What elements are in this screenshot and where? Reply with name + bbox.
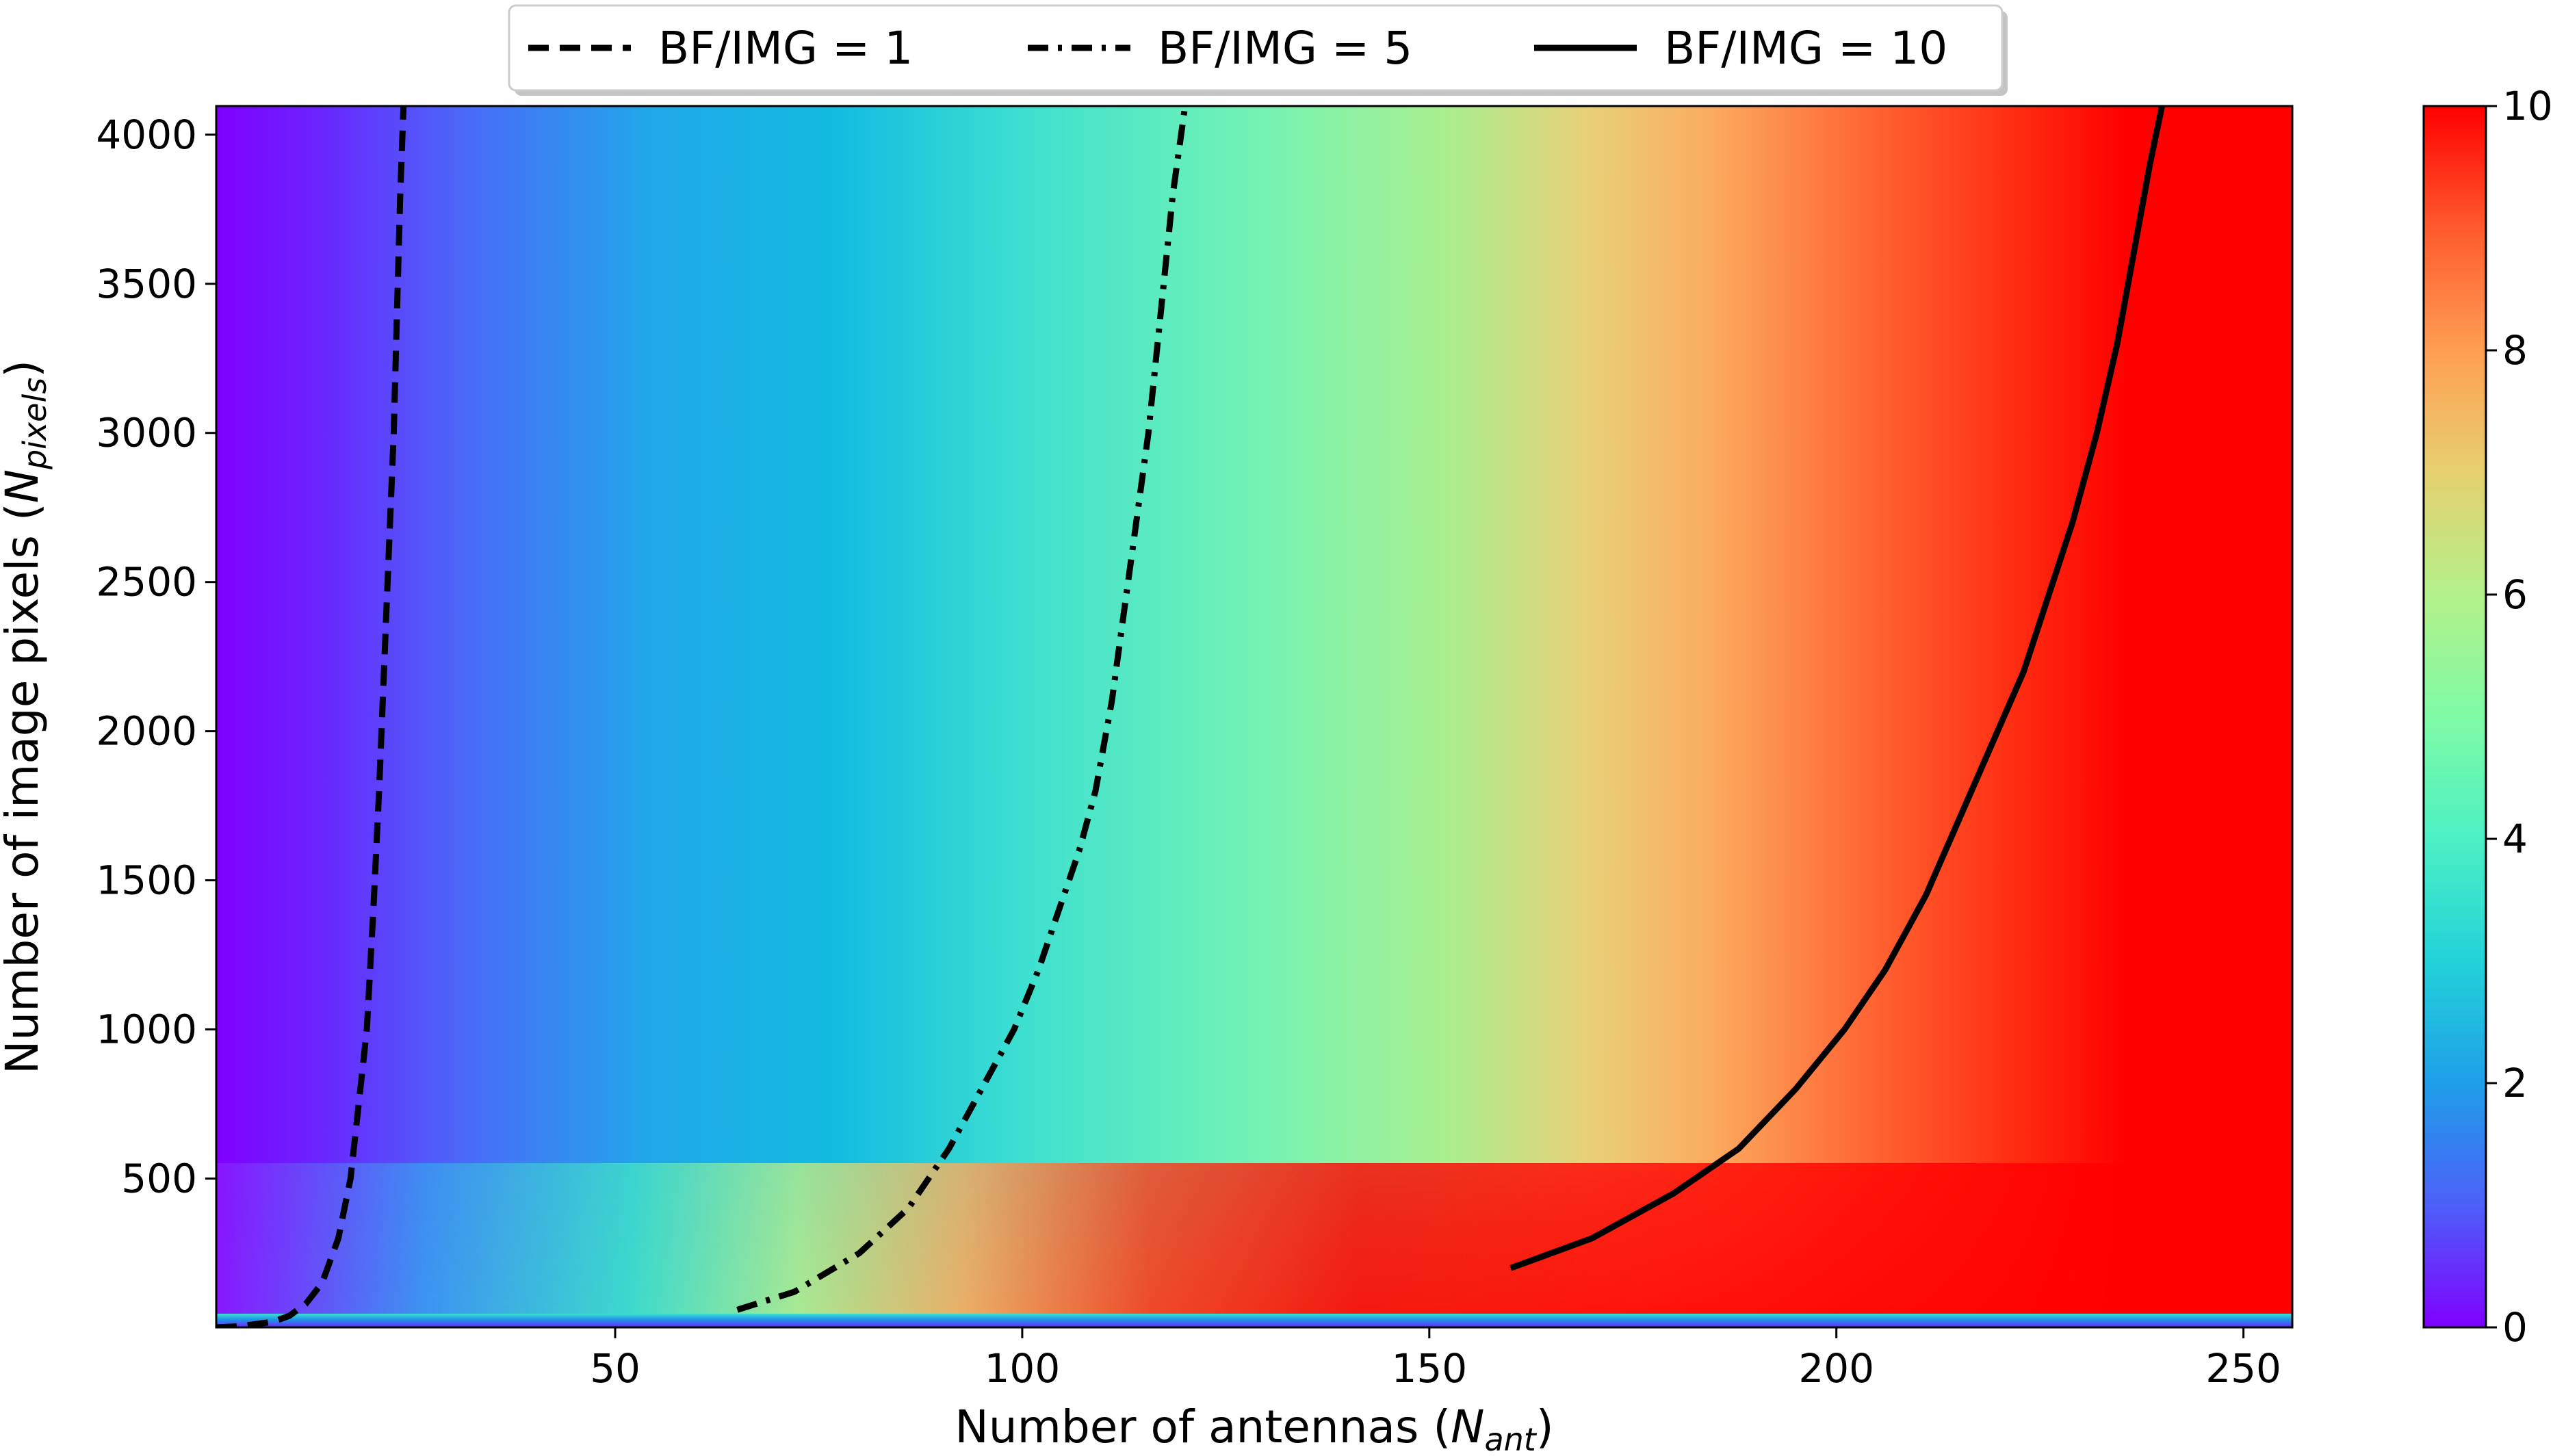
- y-axis-label-symbol: N: [0, 469, 49, 503]
- y-tick-label: 3000: [96, 410, 197, 456]
- colorbar: 0 2 4 6 8 10: [2422, 83, 2553, 1351]
- x-tick-label: 100: [985, 1345, 1061, 1392]
- x-axis-label-subscript: ant: [1484, 1421, 1537, 1456]
- x-tick-label: 50: [590, 1345, 640, 1392]
- y-tick-label: 3500: [96, 261, 197, 307]
- series-line-3: [1509, 106, 2166, 1271]
- x-axis-label-symbol: N: [1451, 1401, 1484, 1453]
- colorbar-tick-label: 8: [2502, 327, 2528, 374]
- x-axis-label-text: Number of antennas (: [955, 1401, 1451, 1453]
- x-axis: 50 100 150 200 250: [590, 1327, 2281, 1392]
- plot-frame: [215, 105, 2294, 1329]
- colorbar-tick-label: 0: [2502, 1304, 2528, 1351]
- series-line-2: [736, 106, 1189, 1313]
- y-axis-label-subscript: pixels: [16, 378, 53, 470]
- y-axis-label-text: Number of image pixels (: [0, 503, 49, 1074]
- y-tick-label: 500: [121, 1155, 197, 1201]
- colorbar-ticks: 0 2 4 6 8 10: [2486, 83, 2553, 1351]
- legend-label-1: BF/IMG = 1: [658, 22, 913, 75]
- x-tick-label: 150: [1391, 1345, 1467, 1392]
- legend-label-2: BF/IMG = 5: [1158, 22, 1412, 75]
- heatmap-low-pixel-region: [216, 1163, 2292, 1317]
- heatmap-field: [216, 106, 2292, 1327]
- y-tick-label: 1500: [96, 857, 197, 904]
- colorbar-tick-label: 2: [2502, 1060, 2528, 1106]
- colorbar-tick-label: 6: [2502, 571, 2528, 618]
- heatmap-bottom-band: [216, 1314, 2292, 1327]
- colorbar-tick-label: 4: [2502, 816, 2528, 862]
- x-tick-label: 250: [2205, 1345, 2281, 1392]
- colorbar-frame: [2422, 105, 2487, 1329]
- colorbar-gradient: [2424, 106, 2486, 1327]
- legend-label-3: BF/IMG = 10: [1664, 22, 1947, 75]
- y-tick-label: 2500: [96, 559, 197, 606]
- x-tick-label: 200: [1798, 1345, 1874, 1392]
- y-axis-label-close: ): [0, 360, 49, 378]
- heatmap: [216, 106, 2292, 1327]
- x-axis-label-close: ): [1536, 1401, 1554, 1453]
- y-axis: 500 1000 1500 2000 2500 3000 3500 4000: [96, 112, 216, 1201]
- y-tick-label: 1000: [96, 1006, 197, 1053]
- contour-lines: [216, 106, 2166, 1327]
- colorbar-tick-label: 10: [2502, 83, 2553, 129]
- y-tick-label: 2000: [96, 708, 197, 755]
- legend: BF/IMG = 1 BF/IMG = 5 BF/IMG = 10: [508, 4, 2008, 96]
- x-axis-label: Number of antennas (Nant): [955, 1401, 1553, 1456]
- series-line-1: [216, 106, 407, 1327]
- legend-box: [508, 4, 2004, 92]
- y-tick-label: 4000: [96, 112, 197, 158]
- legend-items: BF/IMG = 1 BF/IMG = 5 BF/IMG = 10: [528, 22, 1947, 75]
- y-axis-label: Number of image pixels (Npixels): [0, 360, 53, 1074]
